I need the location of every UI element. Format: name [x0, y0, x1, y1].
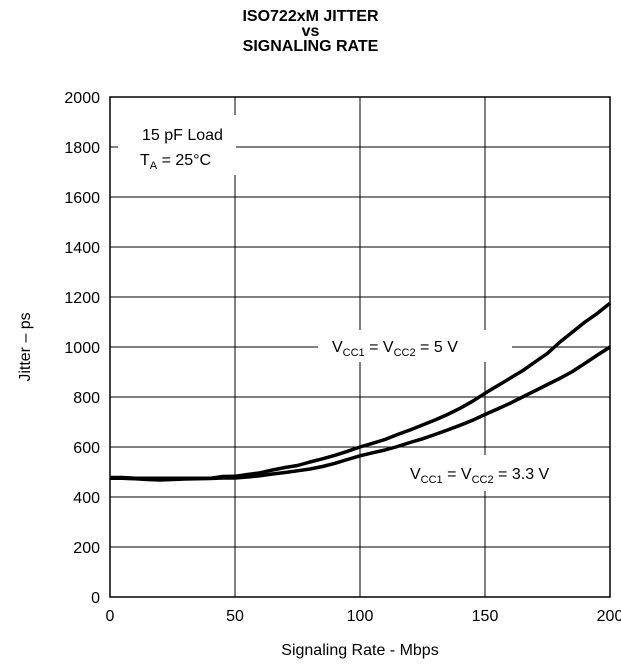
series-5v-end: = 5 V — [416, 339, 459, 356]
series-5v-v1: V — [332, 339, 343, 356]
series-3v3-v1: V — [410, 466, 421, 483]
y-tick-label: 1000 — [64, 340, 100, 357]
y-tick-label: 1200 — [64, 290, 100, 307]
series-3v3-label: VCC1 = VCC2 = 3.3 V — [410, 466, 550, 486]
series-layer — [110, 301, 612, 482]
series-3v3-end: = 3.3 V — [494, 466, 550, 483]
temp-symbol: T — [140, 152, 150, 169]
plot-frame — [109, 96, 611, 598]
temp-subscript: A — [150, 160, 158, 172]
y-axis-title: Jitter – ps — [17, 312, 34, 381]
series-5v-mid: = V — [365, 339, 394, 356]
x-tick-label: 200 — [597, 608, 621, 625]
tick-labels: 0 200 400 600 800 1000 1200 1400 1600 1800 2000 0 50… — [64, 90, 621, 625]
conditions-box — [118, 115, 236, 175]
y-tick-label: 1400 — [64, 240, 100, 257]
chart-title-line-3: SIGNALING RATE — [242, 38, 379, 55]
series-5v-sub2: CC2 — [394, 347, 416, 359]
y-tick-label: 600 — [73, 440, 100, 457]
y-tick-label: 1800 — [64, 140, 100, 157]
x-tick-label: 150 — [472, 608, 499, 625]
series-5v-label-bg — [318, 330, 512, 362]
y-tick-label: 1600 — [64, 190, 100, 207]
series-3v3-sub1: CC1 — [421, 474, 443, 486]
x-tick-label: 0 — [106, 608, 115, 625]
series-line-3v3 — [110, 345, 611, 482]
series-5v-label: VCC1 = VCC2 = 5 V — [332, 339, 458, 359]
x-tick-label: 100 — [347, 608, 374, 625]
y-tick-label: 400 — [73, 490, 100, 507]
conditions-temp-text: TA = 25°C — [140, 152, 211, 172]
conditions-load-text: 15 pF Load — [142, 127, 223, 144]
x-tick-label: 50 — [226, 608, 244, 625]
x-axis-title: Signaling Rate - Mbps — [281, 642, 438, 659]
series-5v-sub1: CC1 — [343, 347, 365, 359]
y-tick-label: 0 — [91, 590, 100, 607]
series-3v3-sub2: CC2 — [472, 474, 494, 486]
series-3v3-label-bg — [398, 455, 600, 491]
y-tick-label: 2000 — [64, 90, 100, 107]
temp-value: = 25°C — [157, 152, 211, 169]
y-tick-label: 200 — [73, 540, 100, 557]
y-tick-label: 800 — [73, 390, 100, 407]
chart-title-line-2: vs — [301, 23, 320, 40]
series-3v3-mid: = V — [443, 466, 472, 483]
chart-title-line-1: ISO722xM JITTER — [242, 8, 379, 25]
